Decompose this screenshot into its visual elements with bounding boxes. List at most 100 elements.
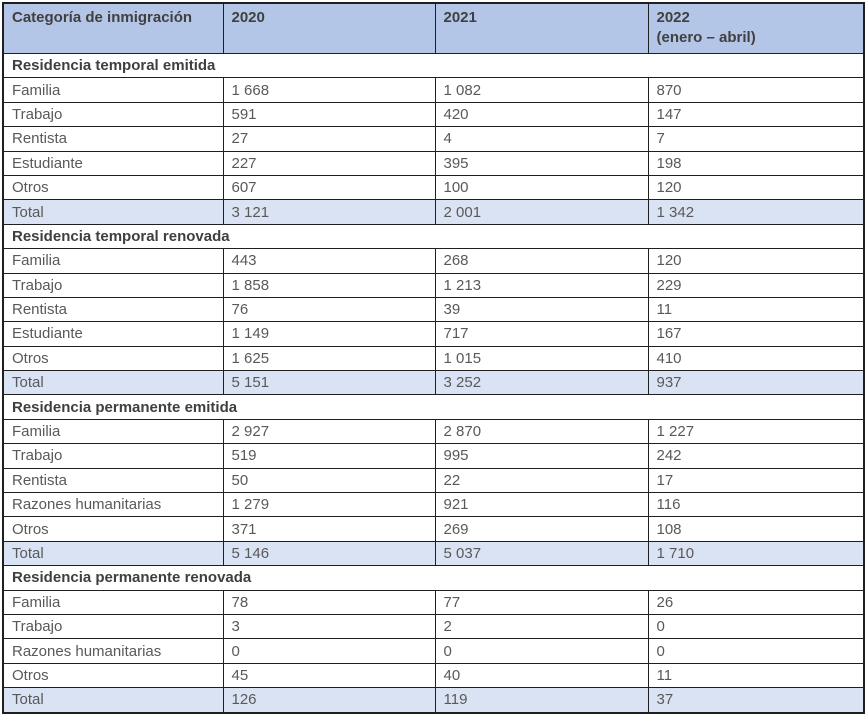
section-title: Residencia permanente emitida [2,394,865,420]
value-cell: 120 [647,174,865,201]
value-cell: 0 [222,638,436,664]
table-row: Estudiante 1 149 717 167 [2,321,865,347]
total-value-cell: 937 [647,370,865,396]
value-cell: 1 279 [222,492,436,518]
section-title: Residencia permanente renovada [2,565,865,591]
table-row: Otros 1 625 1 015 410 [2,345,865,372]
table-row: Trabajo 519 995 242 [2,443,865,469]
category-cell: Familia [2,418,224,445]
table-row: Familia 2 927 2 870 1 227 [2,418,865,445]
value-cell: 11 [647,296,865,323]
value-cell: 269 [434,516,649,542]
value-cell: 0 [647,638,865,664]
table-row: Otros 607 100 120 [2,174,865,201]
total-label-cell: Total [2,540,224,567]
category-cell: Trabajo [2,272,224,298]
total-label-cell: Total [2,687,224,714]
total-value-cell: 3 252 [434,370,649,396]
value-cell: 0 [434,638,649,664]
total-value-cell: 37 [647,687,865,714]
table-row: Trabajo 591 420 147 [2,101,865,128]
value-cell: 22 [434,467,649,494]
table-row: Rentista 76 39 11 [2,296,865,323]
value-cell: 4 [434,126,649,152]
table-row: Rentista 50 22 17 [2,467,865,494]
total-value-cell: 1 342 [647,199,865,225]
category-cell: Familia [2,589,224,615]
header-year-2021: 2021 [434,2,649,54]
total-row: Total 5 146 5 037 1 710 [2,540,865,567]
table-body: Residencia temporal emitida Familia 1 668 1… [2,52,865,714]
category-cell: Trabajo [2,613,224,640]
total-row: Total 3 121 2 001 1 342 [2,199,865,225]
total-value-cell: 2 001 [434,199,649,225]
value-cell: 1 015 [434,345,649,372]
value-cell: 420 [434,101,649,128]
value-cell: 371 [222,516,436,542]
value-cell: 26 [647,589,865,615]
category-cell: Trabajo [2,443,224,469]
value-cell: 0 [647,613,865,640]
category-cell: Otros [2,345,224,372]
value-cell: 108 [647,516,865,542]
value-cell: 227 [222,150,436,176]
value-cell: 607 [222,174,436,201]
total-value-cell: 1 710 [647,540,865,567]
section-header-row: Residencia permanente emitida [2,394,865,420]
total-value-cell: 5 151 [222,370,436,396]
value-cell: 519 [222,443,436,469]
table-row: Trabajo 1 858 1 213 229 [2,272,865,298]
value-cell: 870 [647,77,865,103]
value-cell: 39 [434,296,649,323]
value-cell: 116 [647,492,865,518]
value-cell: 410 [647,345,865,372]
value-cell: 1 858 [222,272,436,298]
table-row: Razones humanitarias 0 0 0 [2,638,865,664]
header-year-2020: 2020 [222,2,436,54]
value-cell: 1 082 [434,77,649,103]
value-cell: 76 [222,296,436,323]
value-cell: 147 [647,101,865,128]
table-row: Otros 371 269 108 [2,516,865,542]
total-value-cell: 5 037 [434,540,649,567]
total-row: Total 126 119 37 [2,687,865,714]
category-cell: Familia [2,248,224,274]
value-cell: 167 [647,321,865,347]
header-year-2022: 2022 (enero – abril) [647,2,865,54]
value-cell: 2 [434,613,649,640]
value-cell: 1 227 [647,418,865,445]
value-cell: 120 [647,248,865,274]
value-cell: 100 [434,174,649,201]
category-cell: Rentista [2,296,224,323]
total-row: Total 5 151 3 252 937 [2,370,865,396]
value-cell: 443 [222,248,436,274]
table-row: Familia 443 268 120 [2,248,865,274]
total-label-cell: Total [2,370,224,396]
category-cell: Otros [2,516,224,542]
category-cell: Familia [2,77,224,103]
category-cell: Razones humanitarias [2,492,224,518]
value-cell: 242 [647,443,865,469]
section-title: Residencia temporal emitida [2,52,865,79]
section-header-row: Residencia temporal renovada [2,223,865,250]
value-cell: 77 [434,589,649,615]
value-cell: 7 [647,126,865,152]
header-year-2022-note: (enero – abril) [656,29,756,46]
total-value-cell: 3 121 [222,199,436,225]
category-cell: Estudiante [2,321,224,347]
value-cell: 268 [434,248,649,274]
category-cell: Razones humanitarias [2,638,224,664]
table-header-row: Categoría de inmigración 2020 2021 2022 … [2,2,865,54]
value-cell: 995 [434,443,649,469]
value-cell: 1 149 [222,321,436,347]
value-cell: 27 [222,126,436,152]
category-cell: Trabajo [2,101,224,128]
table-row: Estudiante 227 395 198 [2,150,865,176]
total-value-cell: 5 146 [222,540,436,567]
value-cell: 3 [222,613,436,640]
section-title: Residencia temporal renovada [2,223,865,250]
total-value-cell: 126 [222,687,436,714]
category-cell: Estudiante [2,150,224,176]
category-cell: Rentista [2,467,224,494]
